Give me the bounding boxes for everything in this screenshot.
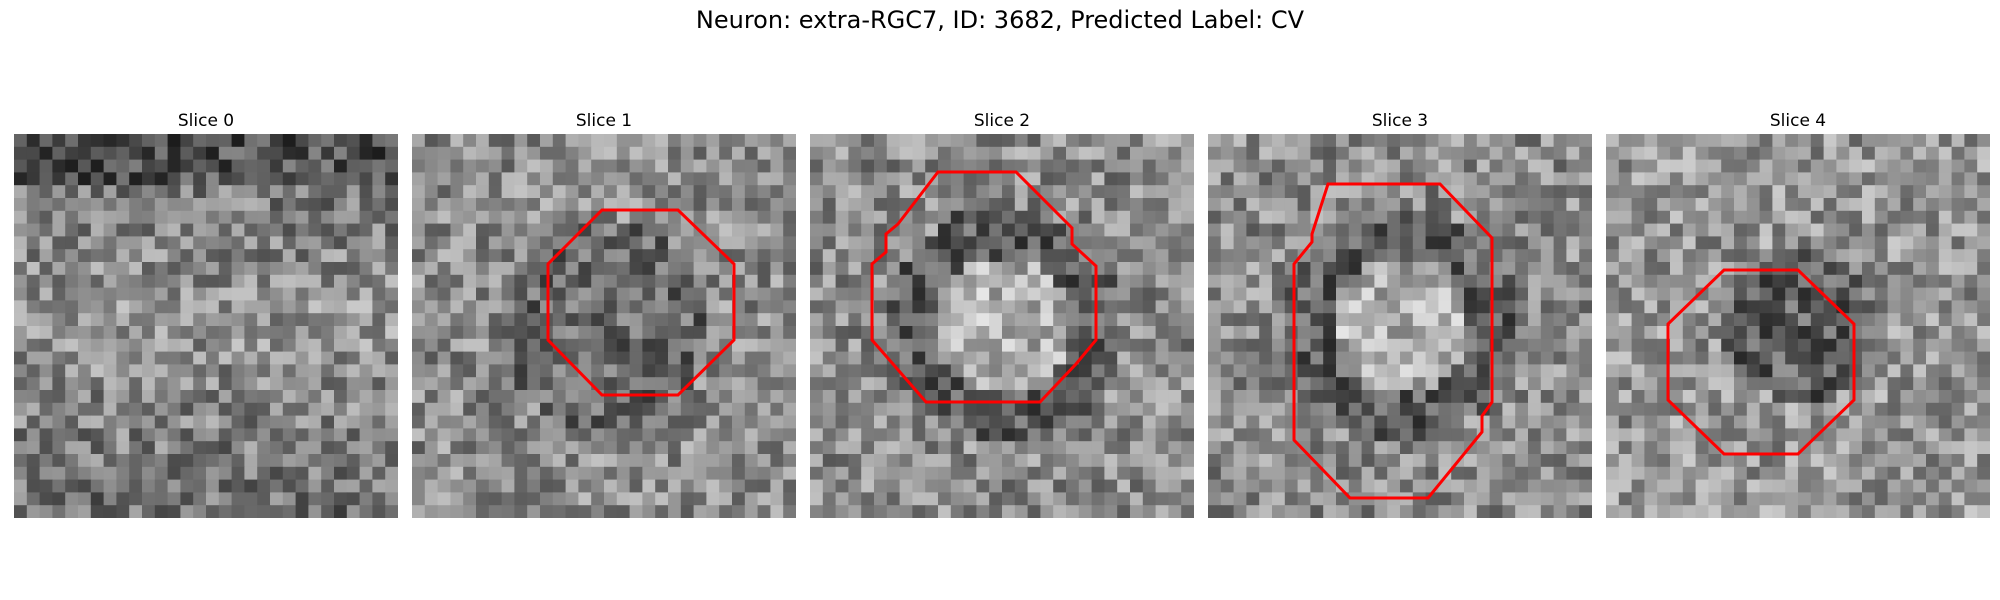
slice-image bbox=[1606, 134, 1990, 518]
slice-image bbox=[810, 134, 1194, 518]
slice-title: Slice 3 bbox=[1371, 111, 1429, 131]
slice-panel-2: Slice 2 bbox=[810, 108, 1194, 518]
slice-title: Slice 4 bbox=[1769, 111, 1827, 131]
slice-image bbox=[412, 134, 796, 518]
cell-outline bbox=[1292, 182, 1494, 500]
cell-outline bbox=[870, 170, 1098, 404]
cell-outline bbox=[546, 208, 736, 397]
slice-title: Slice 1 bbox=[575, 111, 633, 131]
cell-outline bbox=[1666, 268, 1856, 456]
slice-image bbox=[14, 134, 398, 518]
slice-panel-4: Slice 4 bbox=[1606, 108, 1990, 518]
figure-title: Neuron: extra-RGC7, ID: 3682, Predicted … bbox=[695, 6, 1305, 34]
slice-panel-3: Slice 3 bbox=[1208, 108, 1592, 518]
slice-title: Slice 2 bbox=[973, 111, 1031, 131]
slice-title: Slice 0 bbox=[177, 111, 235, 131]
slice-panel-0: Slice 0 bbox=[14, 108, 398, 518]
slice-panel-1: Slice 1 bbox=[412, 108, 796, 518]
slice-image bbox=[1208, 134, 1592, 518]
